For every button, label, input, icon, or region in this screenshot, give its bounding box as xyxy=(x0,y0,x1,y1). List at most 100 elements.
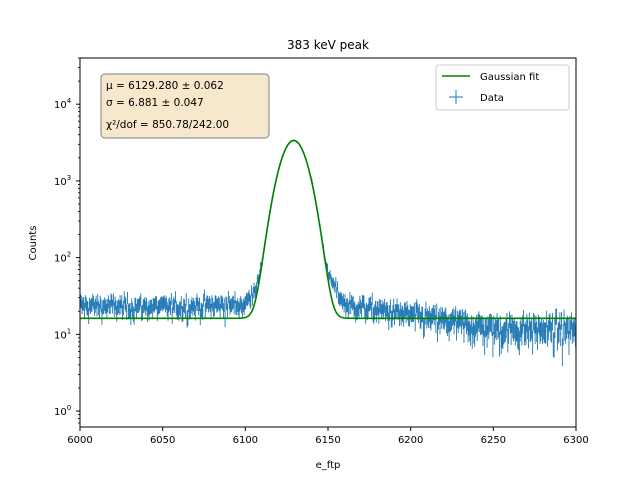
data-point xyxy=(449,313,451,332)
data-point xyxy=(436,303,438,319)
data-point xyxy=(360,299,362,314)
data-point xyxy=(365,307,367,324)
y-axis: 100 101 102 103 104 xyxy=(54,57,80,424)
data-point xyxy=(207,295,209,309)
data-point xyxy=(244,296,246,311)
data-point xyxy=(523,324,525,346)
data-point xyxy=(475,317,477,337)
data-point xyxy=(410,306,412,322)
data-point xyxy=(200,302,202,318)
data-point xyxy=(201,303,203,319)
x-tick-label: 6250 xyxy=(481,435,506,446)
data-point xyxy=(472,316,474,336)
data-point xyxy=(253,282,255,294)
data-point xyxy=(160,296,162,310)
data-point xyxy=(478,311,480,329)
annotation-mu: μ = 6129.280 ± 0.062 xyxy=(106,80,224,92)
data-point xyxy=(447,316,448,336)
data-point xyxy=(158,300,160,315)
data-point xyxy=(562,324,564,346)
data-point xyxy=(461,309,463,326)
data-point xyxy=(418,307,419,324)
data-point xyxy=(102,300,104,315)
data-point xyxy=(84,302,85,318)
data-point xyxy=(442,307,443,324)
data-point xyxy=(551,313,553,331)
data-point xyxy=(561,338,563,367)
data-point xyxy=(495,320,497,341)
data-point xyxy=(175,300,177,316)
data-point xyxy=(511,314,513,333)
data-point xyxy=(413,306,415,322)
data-point xyxy=(567,319,569,339)
data-point xyxy=(334,282,336,294)
data-point xyxy=(557,322,559,344)
data-point xyxy=(116,306,118,322)
data-point xyxy=(243,300,245,315)
data-point xyxy=(183,298,185,313)
data-point xyxy=(237,301,239,316)
data-point xyxy=(215,295,217,309)
data-point xyxy=(422,306,424,323)
data-point xyxy=(172,299,174,314)
data-point xyxy=(430,313,432,331)
data-point xyxy=(344,294,346,307)
data-point xyxy=(356,304,357,320)
data-point xyxy=(127,304,129,320)
data-point xyxy=(538,316,540,336)
data-point xyxy=(359,295,361,310)
data-point xyxy=(520,317,522,338)
data-point xyxy=(361,302,362,318)
data-point xyxy=(421,306,423,323)
data-point xyxy=(507,329,509,353)
data-point xyxy=(103,299,105,314)
data-point xyxy=(537,327,539,351)
data-point xyxy=(189,304,190,320)
data-point xyxy=(397,304,399,320)
data-point xyxy=(373,307,375,324)
data-point xyxy=(353,303,355,318)
data-point xyxy=(205,298,207,312)
data-point xyxy=(542,319,544,340)
data-point xyxy=(396,298,398,313)
data-point xyxy=(404,302,406,317)
data-point xyxy=(157,301,159,316)
data-point xyxy=(517,326,519,349)
data-point xyxy=(93,296,95,310)
data-point xyxy=(129,303,131,318)
data-point xyxy=(199,308,201,326)
data-point xyxy=(124,296,126,310)
data-point xyxy=(213,302,214,318)
data-point xyxy=(504,321,506,343)
data-point xyxy=(122,304,124,320)
data-point xyxy=(227,303,229,319)
data-point xyxy=(254,286,256,298)
data-point xyxy=(229,300,231,315)
data-point xyxy=(543,321,545,343)
data-point xyxy=(98,300,100,316)
data-point xyxy=(202,304,204,320)
data-point xyxy=(245,295,247,309)
data-point xyxy=(476,320,478,341)
data-point xyxy=(206,295,208,309)
data-point xyxy=(484,330,486,355)
data-point xyxy=(545,322,547,344)
data-point xyxy=(83,297,85,311)
data-point xyxy=(209,298,211,312)
data-point xyxy=(370,296,372,310)
data-point xyxy=(369,297,371,312)
data-point xyxy=(175,291,176,304)
data-point xyxy=(489,313,491,332)
data-point xyxy=(346,298,348,313)
data-point xyxy=(357,301,359,316)
data-point xyxy=(440,306,442,323)
x-axis: 6000 6050 6100 6150 6200 6250 6300 xyxy=(67,427,589,446)
data-point xyxy=(341,293,343,306)
data-point xyxy=(482,324,484,346)
data-point xyxy=(551,322,553,343)
data-point xyxy=(113,293,114,306)
data-point xyxy=(240,296,242,310)
data-point xyxy=(485,318,486,338)
data-point xyxy=(525,323,527,346)
data-point xyxy=(118,300,120,315)
